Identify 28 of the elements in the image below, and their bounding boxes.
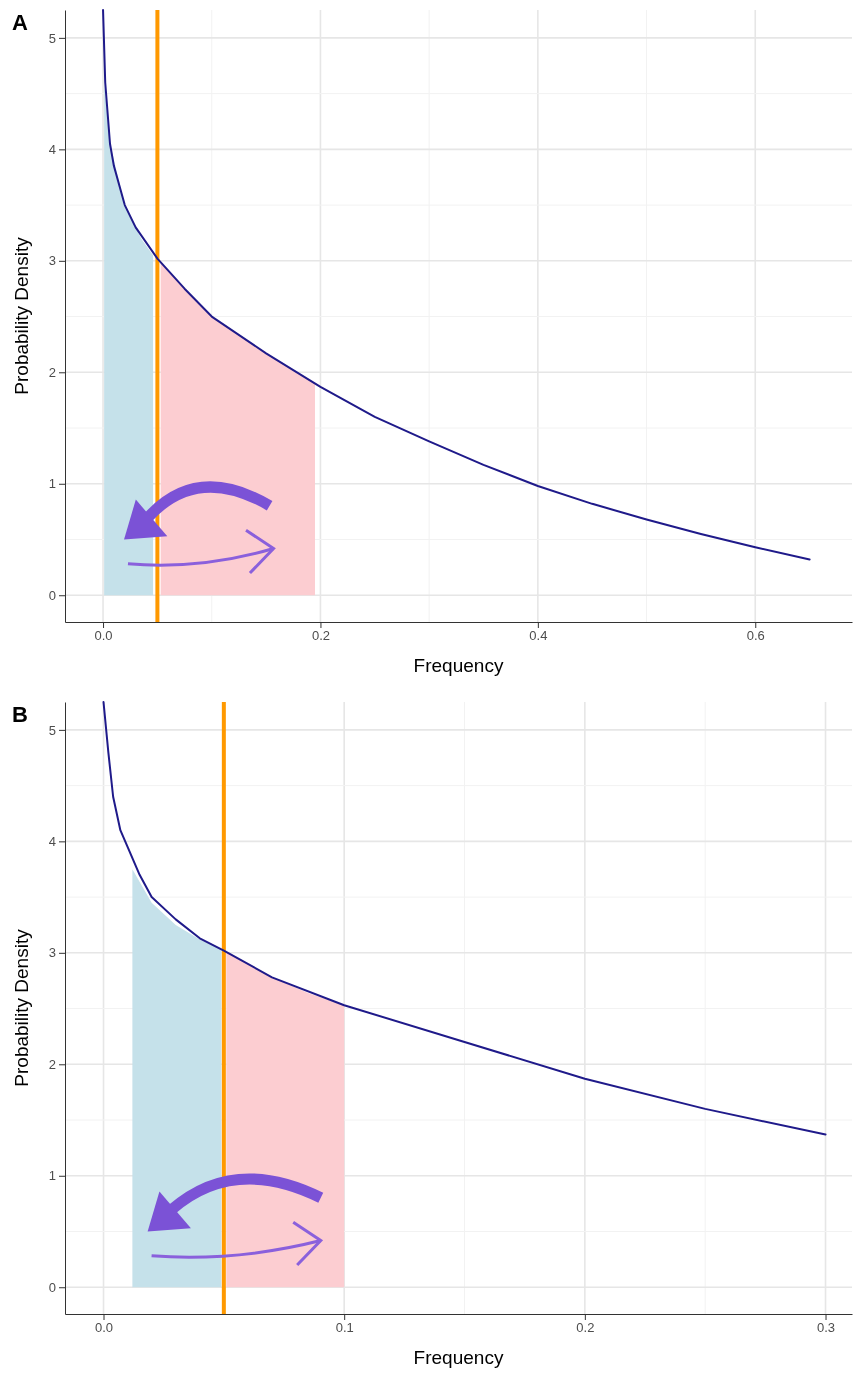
x-tick-label: 0.6 <box>746 628 765 644</box>
x-tick-label: 0.0 <box>94 628 113 644</box>
y-tick-label: 2 <box>48 364 56 380</box>
y-tick-label: 5 <box>48 722 56 738</box>
x-tick-label: 0.1 <box>335 1320 354 1336</box>
y-tick-label: 0 <box>48 1279 56 1295</box>
x-tick-label: 0.0 <box>94 1320 114 1336</box>
y-axis-title: Probability Density <box>11 928 32 1087</box>
y-tick-label: 4 <box>48 834 56 849</box>
y-tick-label: 4 <box>48 142 56 157</box>
line-series <box>102 9 811 561</box>
line-series <box>102 701 827 1136</box>
x-axis-title: Frequency <box>413 655 504 676</box>
y-tick-label: 1 <box>48 476 56 492</box>
x-tick-label: 0.2 <box>576 1320 595 1336</box>
x-tick-label: 0.4 <box>529 628 548 644</box>
y-tick-label: 5 <box>48 30 56 46</box>
chart-title: B <box>12 702 28 727</box>
y-tick-label: 0 <box>48 587 56 603</box>
y-tick-label: 3 <box>48 945 56 961</box>
y-tick-label: 1 <box>48 1168 56 1184</box>
chart-title: A <box>12 10 28 35</box>
x-tick-label: 0.2 <box>311 628 330 644</box>
y-tick-label: 2 <box>48 1056 56 1072</box>
y-tick-label: 3 <box>48 253 56 269</box>
x-axis-title: Frequency <box>413 1347 504 1368</box>
x-tick-label: 0.3 <box>816 1320 836 1336</box>
y-axis-title: Probability Density <box>11 236 32 395</box>
